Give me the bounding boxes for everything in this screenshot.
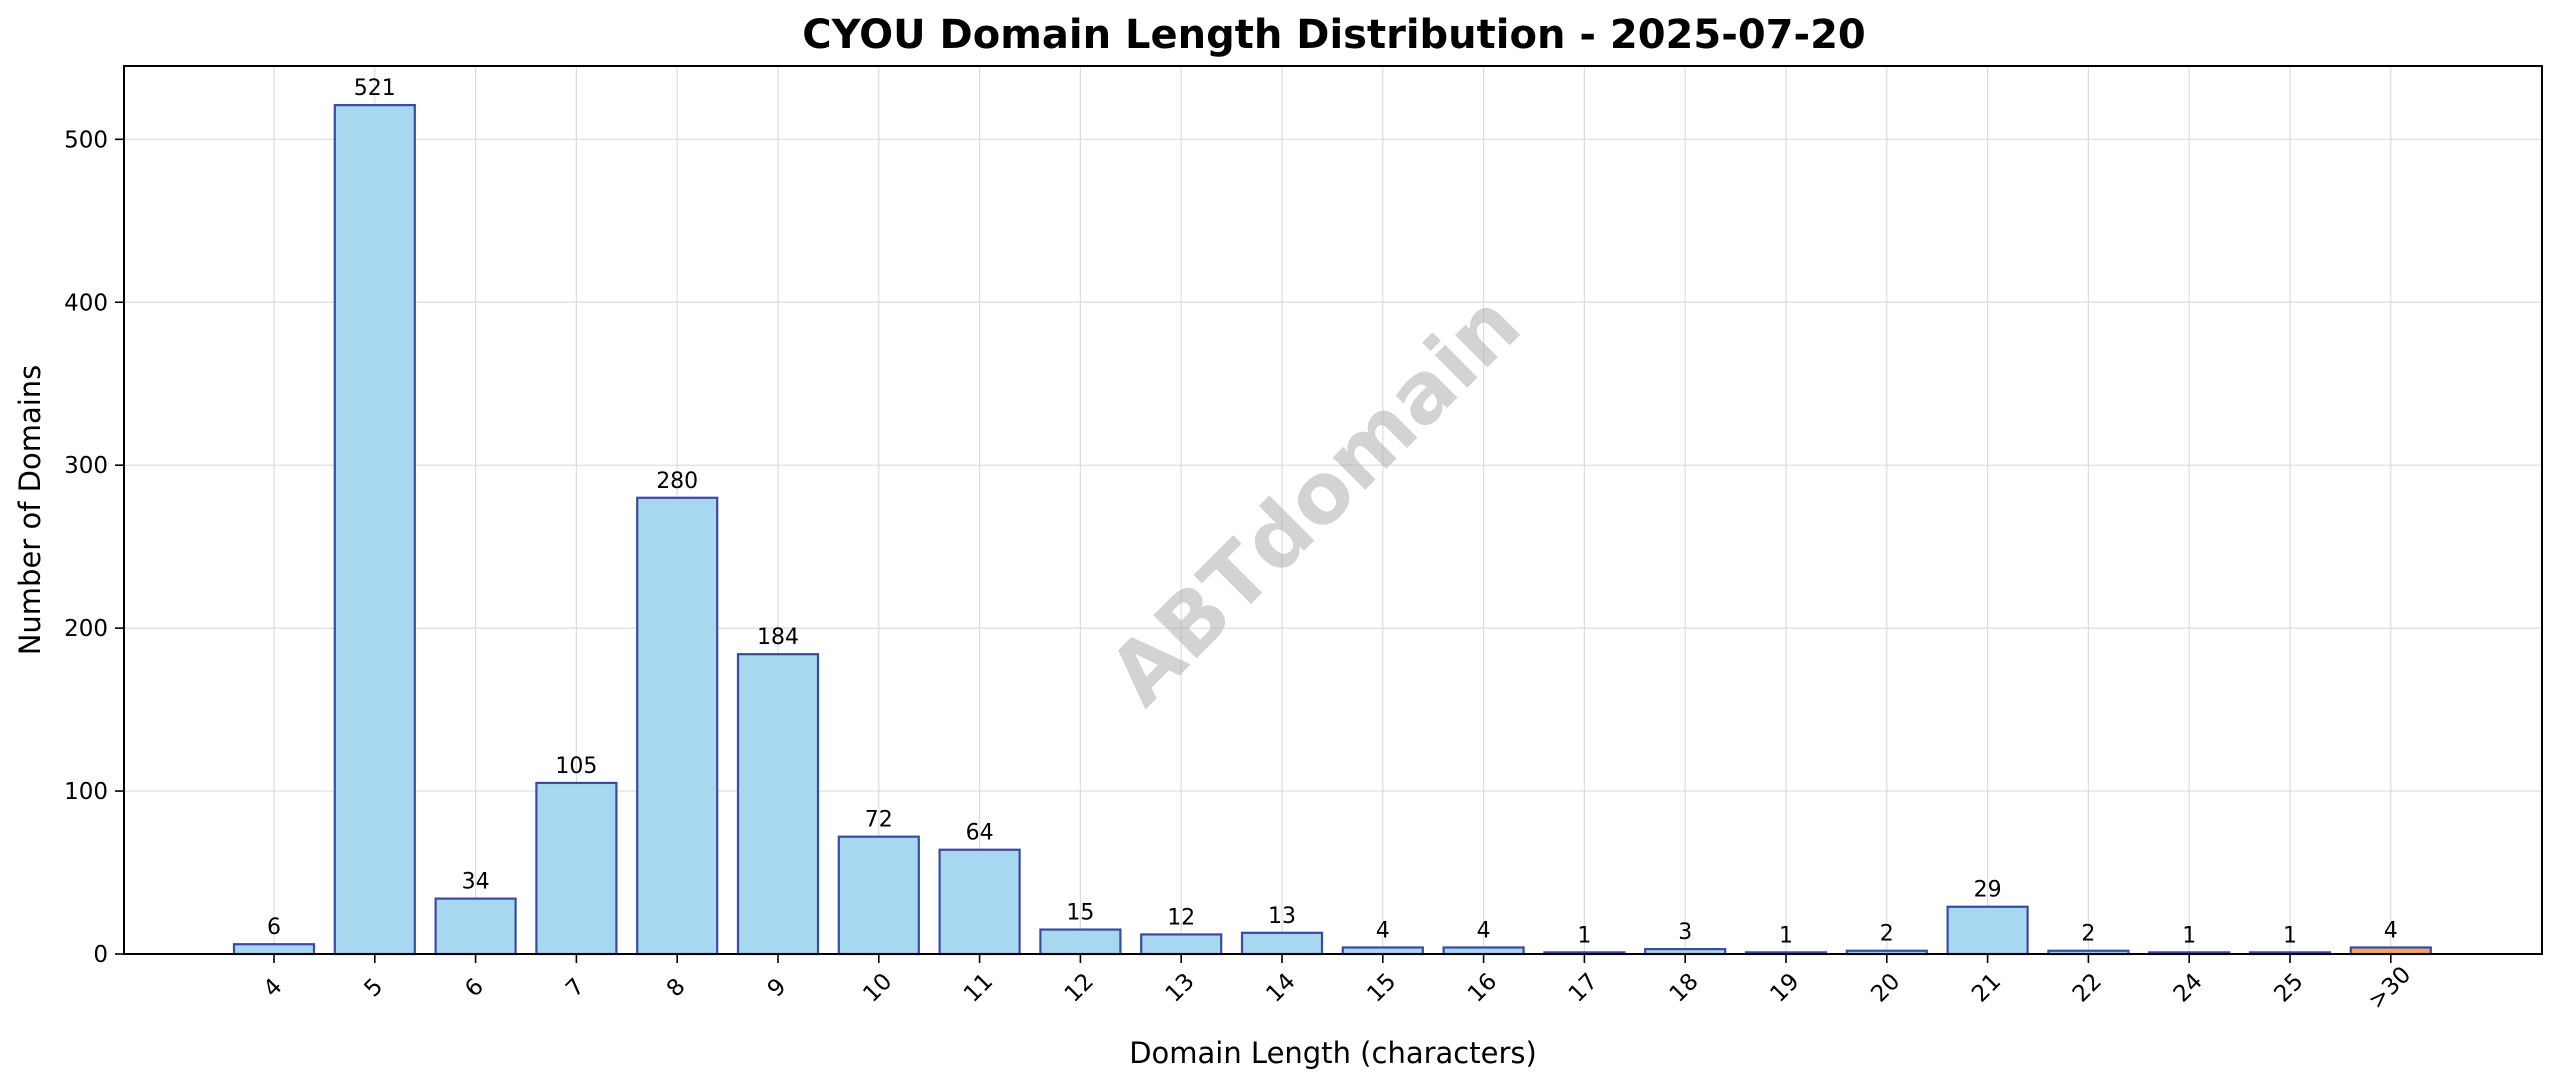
x-tick-label: 14 xyxy=(1262,969,1301,1008)
x-tick-label: 6 xyxy=(460,974,489,1003)
data-label: 13 xyxy=(1268,904,1296,929)
bar-9 xyxy=(736,653,820,956)
data-label: 2 xyxy=(1880,922,1894,947)
data-label: 72 xyxy=(865,808,893,833)
x-tick-label: 10 xyxy=(858,969,897,1008)
data-label: 521 xyxy=(354,76,396,101)
bars xyxy=(232,104,2432,956)
data-label: 184 xyxy=(757,625,799,650)
x-tick-label: 25 xyxy=(2270,969,2309,1008)
data-label: 105 xyxy=(555,754,597,779)
grid xyxy=(124,66,2542,955)
x-axis: 4 5 6 7 8 9 10 11 12 13 14 15 16 17 18 19 20 21 22 24 25 >30 xyxy=(259,954,2416,1015)
x-tick-label: 20 xyxy=(1866,969,1905,1008)
x-tick-label: 4 xyxy=(259,974,288,1003)
data-label: 4 xyxy=(2384,918,2398,943)
bar-12 xyxy=(1039,928,1122,956)
y-axis-label: Number of Domains xyxy=(13,365,47,656)
data-label: 6 xyxy=(267,915,281,940)
x-tick-label: 8 xyxy=(662,974,691,1003)
data-label: 1 xyxy=(2182,923,2196,948)
y-tick-label: 300 xyxy=(64,453,108,479)
x-tick-label: 16 xyxy=(1463,969,1502,1008)
data-label: 15 xyxy=(1066,901,1094,926)
data-label: 29 xyxy=(1974,878,2002,903)
x-tick-label: 24 xyxy=(2169,969,2208,1008)
x-axis-label: Domain Length (characters) xyxy=(1129,1036,1537,1070)
y-tick-label: 100 xyxy=(64,779,108,805)
x-tick-label: 5 xyxy=(359,974,388,1003)
x-tick-label: 17 xyxy=(1564,969,1603,1008)
bar-21 xyxy=(1946,905,2029,956)
x-tick-label: >30 xyxy=(2363,962,2416,1015)
x-tick-label: 21 xyxy=(1967,969,2006,1008)
data-label: 34 xyxy=(462,870,490,895)
bar-14 xyxy=(1240,931,1324,956)
data-label: 280 xyxy=(656,469,698,494)
bar-11 xyxy=(938,848,1021,956)
plot-frame xyxy=(123,65,2543,955)
data-label: 64 xyxy=(966,821,994,846)
y-tick-label: 0 xyxy=(93,942,108,968)
data-label: 1 xyxy=(2283,923,2297,948)
chart-title: CYOU Domain Length Distribution - 2025-0… xyxy=(802,12,1866,58)
data-label: 3 xyxy=(1678,920,1692,945)
y-tick-label: 400 xyxy=(64,290,108,316)
data-label: 12 xyxy=(1167,905,1195,930)
x-tick-label: 7 xyxy=(561,974,590,1003)
x-tick-label: 9 xyxy=(763,974,792,1003)
bar-5 xyxy=(333,104,416,956)
x-tick-label: 13 xyxy=(1161,969,1200,1008)
bar-6 xyxy=(434,897,517,956)
bar-7 xyxy=(535,781,618,956)
data-label: 1 xyxy=(1577,923,1591,948)
bar-8 xyxy=(636,496,719,956)
y-tick-label: 500 xyxy=(64,127,108,153)
data-label: 2 xyxy=(2081,922,2095,947)
y-tick-label: 200 xyxy=(64,616,108,642)
bar-4 xyxy=(232,943,316,956)
y-axis: 0 100 200 300 400 500 xyxy=(64,127,124,968)
bar-10 xyxy=(837,835,920,956)
x-tick-label: 22 xyxy=(2068,969,2107,1008)
data-label: 1 xyxy=(1779,923,1793,948)
x-tick-label: 11 xyxy=(959,969,998,1008)
data-label: 4 xyxy=(1376,918,1390,943)
x-tick-label: 12 xyxy=(1060,969,1099,1008)
x-tick-label: 19 xyxy=(1766,969,1805,1008)
data-label: 4 xyxy=(1477,918,1491,943)
x-tick-label: 18 xyxy=(1665,969,1704,1008)
watermark: ABTdomain xyxy=(1090,275,1539,724)
x-tick-label: 15 xyxy=(1362,969,1401,1008)
bar-13 xyxy=(1140,933,1223,956)
